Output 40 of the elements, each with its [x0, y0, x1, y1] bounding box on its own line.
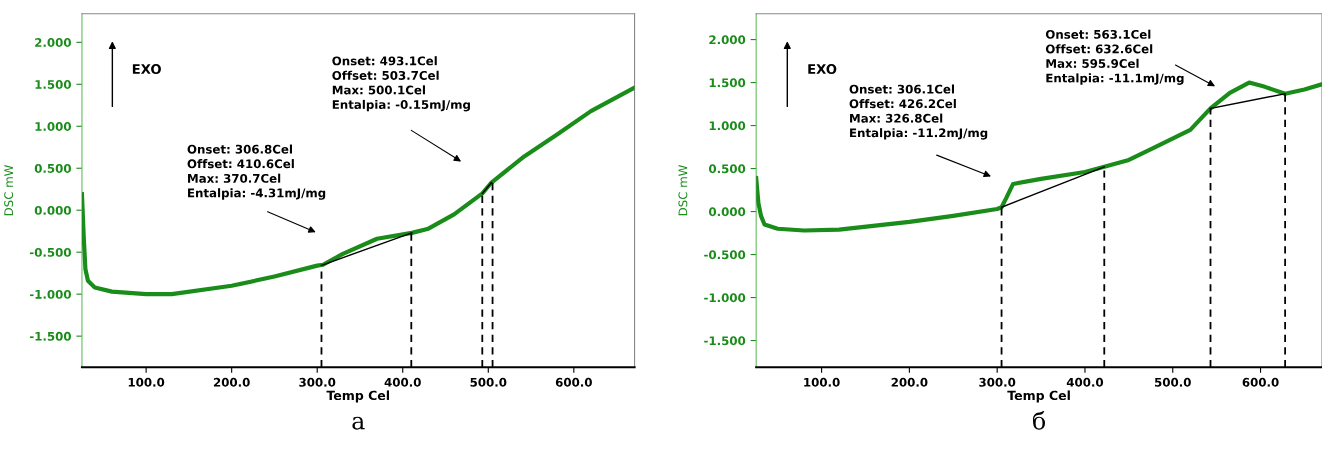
x-tick-label: 300.0	[299, 377, 336, 387]
x-axis-title: Temp Cel	[326, 390, 390, 403]
x-tick-label: 400.0	[1066, 377, 1104, 387]
x-tick-label: 100.0	[128, 377, 165, 387]
y-tick-label: 0.500	[34, 163, 71, 173]
y-axis-title: DSC mW	[4, 164, 14, 216]
x-tick-label: 400.0	[384, 377, 421, 387]
x-tick-label: 200.0	[213, 377, 250, 387]
annotation: Onset: 306.1Cel Offset: 426.2Cel Max: 326.8Cel Entalpia: -11.2mJ/mg	[849, 84, 988, 140]
y-tick-label: 2.000	[35, 38, 71, 47]
y-tick-label: -0.500	[29, 247, 71, 257]
annotation: Onset: 493.1Cel Offset: 503.7Cel Max: 500.1Cel Entalpia: -0.15mJ/mg	[332, 56, 470, 112]
y-tick-label: 0.000	[34, 205, 71, 215]
y-tick-label: 1.500	[709, 78, 746, 88]
y-tick-label: -1.000	[704, 293, 746, 303]
x-tick-label: 100.0	[804, 377, 840, 387]
x-tick-label: 600.0	[555, 377, 592, 387]
y-tick-label: -1.500	[704, 336, 746, 346]
x-tick-label: 500.0	[470, 377, 507, 387]
y-tick-label: 1.500	[35, 80, 71, 89]
y-tick-label: 1.000	[709, 121, 746, 131]
y-tick-label: 2.000	[709, 35, 746, 45]
x-tick-label: 600.0	[1242, 377, 1279, 387]
y-tick-label: 1.000	[35, 121, 71, 131]
x-axis-title: Temp Cel	[1007, 390, 1070, 403]
annotation: EXO	[808, 64, 837, 75]
x-tick-label: 500.0	[1155, 377, 1191, 387]
x-tick-label: 300.0	[979, 377, 1016, 387]
y-tick-label: -1.000	[29, 289, 71, 299]
y-tick-label: -1.500	[29, 331, 71, 341]
y-axis-title: DSC mW	[678, 164, 688, 216]
annotation: EXO	[132, 64, 161, 75]
annotation: Onset: 306.8Cel Offset: 410.6Cel Max: 370.7Cel Entalpia: -4.31mJ/mg	[187, 144, 326, 200]
text: а	[352, 416, 365, 430]
y-tick-label: 0.500	[708, 164, 746, 174]
text: б	[1032, 410, 1045, 430]
annotation: Onset: 563.1Cel Offset: 632.6Cel Max: 595.9Cel Entalpia: -11.1mJ/mg	[1045, 29, 1184, 85]
y-tick-label: 0.000	[708, 207, 746, 217]
x-tick-label: 200.0	[891, 377, 928, 387]
y-tick-label: -0.500	[704, 250, 746, 260]
